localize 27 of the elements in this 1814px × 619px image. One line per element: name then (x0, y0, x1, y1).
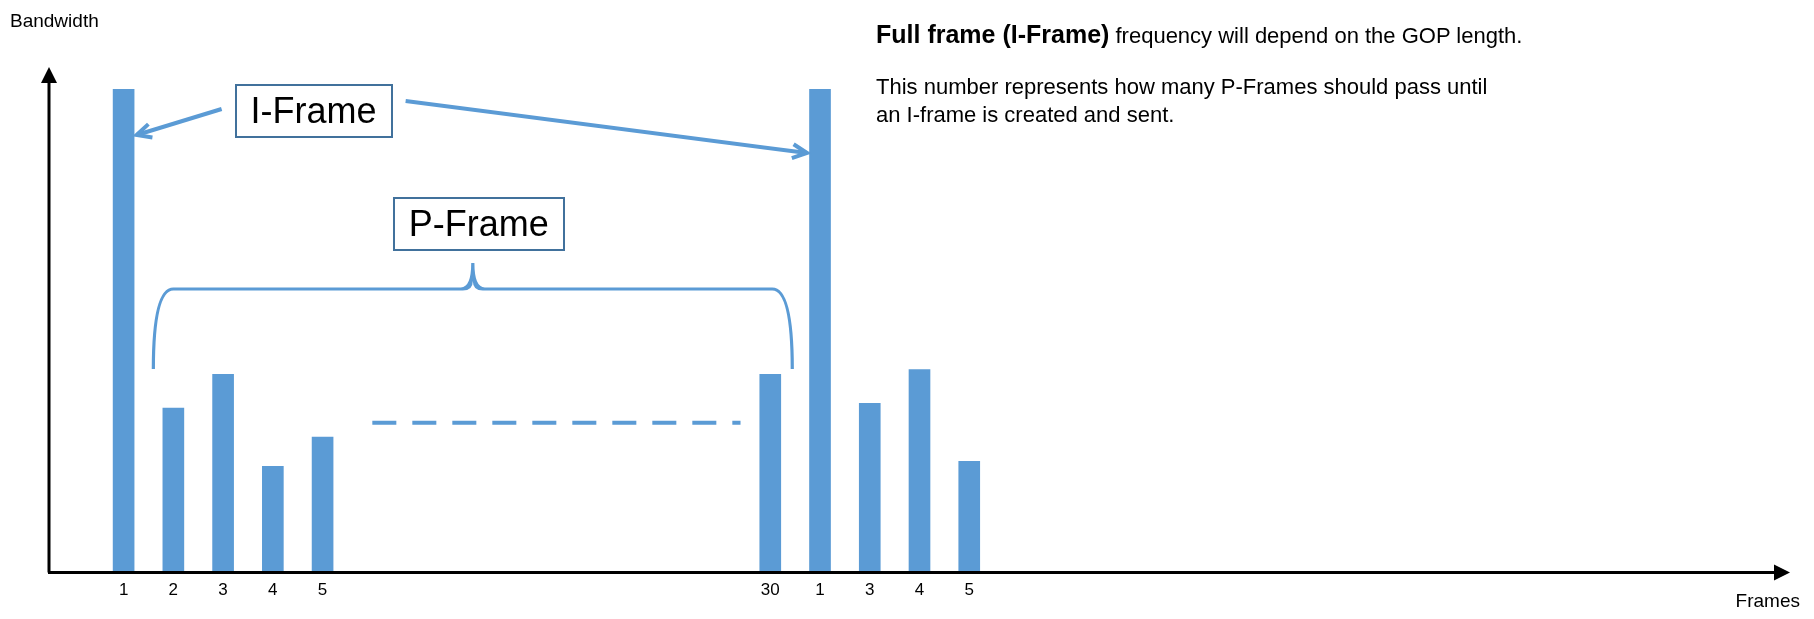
x-tick-label: 2 (168, 580, 179, 600)
bar (958, 461, 981, 573)
x-tick-label: 4 (914, 580, 925, 600)
x-tick-label: 5 (964, 580, 974, 600)
x-axis-title: Frames (1735, 590, 1800, 612)
bar (809, 89, 831, 573)
text: frequency will depend on the GOP length. (1115, 23, 1523, 48)
x-tick-label: 4 (268, 580, 278, 600)
annotation: P-Frame (392, 197, 565, 251)
annotation: This number represents how many P-Frames should pass until an I-frame is created and sent. (876, 72, 1489, 130)
x-tick-label: 5 (317, 580, 328, 600)
x-tick-label: 3 (865, 580, 875, 600)
x-tick-label: 1 (815, 580, 825, 600)
bar (162, 407, 185, 573)
bar (212, 373, 234, 573)
bar (759, 373, 782, 573)
bar (262, 465, 284, 573)
x-tick-label: 30 (760, 580, 780, 600)
x-tick-label: 3 (218, 580, 228, 600)
x-tick-label: 1 (118, 580, 129, 600)
bar (311, 436, 334, 573)
bar (908, 369, 931, 573)
text: Full frame (I-Frame) (876, 20, 1110, 48)
y-axis-title: Bandwidth (10, 10, 99, 32)
bar (858, 403, 881, 573)
annotation: I-Frame (234, 84, 393, 138)
bar (112, 89, 135, 573)
